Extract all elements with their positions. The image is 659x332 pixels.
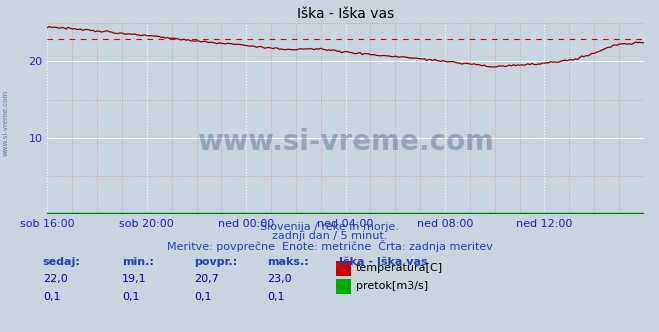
Text: zadnji dan / 5 minut.: zadnji dan / 5 minut. bbox=[272, 231, 387, 241]
Text: 0,1: 0,1 bbox=[43, 292, 61, 302]
Text: povpr.:: povpr.: bbox=[194, 257, 238, 267]
Text: 22,0: 22,0 bbox=[43, 274, 68, 284]
Title: Iška - Iška vas: Iška - Iška vas bbox=[297, 7, 394, 21]
Text: 0,1: 0,1 bbox=[122, 292, 140, 302]
Text: 20,7: 20,7 bbox=[194, 274, 219, 284]
Text: 23,0: 23,0 bbox=[267, 274, 291, 284]
Text: 19,1: 19,1 bbox=[122, 274, 146, 284]
Text: Iška - Iška vas: Iška - Iška vas bbox=[339, 257, 428, 267]
Text: www.si-vreme.com: www.si-vreme.com bbox=[2, 90, 9, 156]
Text: sedaj:: sedaj: bbox=[43, 257, 80, 267]
Text: Meritve: povprečne  Enote: metrične  Črta: zadnja meritev: Meritve: povprečne Enote: metrične Črta:… bbox=[167, 240, 492, 252]
Text: 0,1: 0,1 bbox=[267, 292, 285, 302]
Text: temperatura[C]: temperatura[C] bbox=[356, 263, 443, 273]
Text: 0,1: 0,1 bbox=[194, 292, 212, 302]
Text: pretok[m3/s]: pretok[m3/s] bbox=[356, 281, 428, 291]
Text: min.:: min.: bbox=[122, 257, 154, 267]
Text: maks.:: maks.: bbox=[267, 257, 308, 267]
Text: www.si-vreme.com: www.si-vreme.com bbox=[197, 127, 494, 156]
Text: Slovenija / reke in morje.: Slovenija / reke in morje. bbox=[260, 222, 399, 232]
